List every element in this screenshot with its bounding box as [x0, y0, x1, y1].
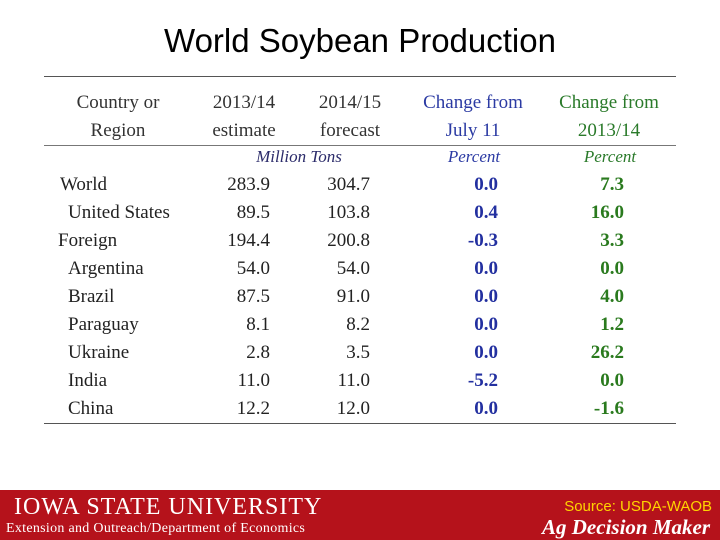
unit-percent-prev: Percent [583, 147, 637, 166]
header-country: Country or Region [58, 89, 178, 145]
forecast-value: 54.0 [336, 258, 370, 279]
table-row: Paraguay 8.1 8.2 0.0 1.2 [44, 311, 676, 339]
change-prev-value: 0.0 [600, 258, 624, 279]
change-prev-value: -1.6 [593, 398, 624, 419]
header-change-july-line2: July 11 [445, 120, 501, 141]
country-name: Brazil [68, 286, 115, 307]
country-name: Argentina [68, 258, 144, 279]
header-change-prev: Change from 2013/14 [544, 89, 674, 145]
forecast-value: 8.2 [346, 314, 370, 335]
header-change-prev-line2: 2013/14 [577, 120, 641, 141]
country-name: India [68, 370, 108, 391]
estimate-value: 2.8 [246, 342, 270, 363]
header-estimate-line2: estimate [212, 120, 276, 141]
header-estimate: 2013/14 estimate [194, 89, 294, 145]
estimate-value: 8.1 [246, 314, 270, 335]
change-july-value: 0.0 [474, 342, 498, 363]
change-july-value: -5.2 [467, 370, 498, 391]
estimate-value: 194.4 [227, 230, 270, 251]
change-july-value: 0.4 [474, 202, 498, 223]
estimate-value: 89.5 [236, 202, 270, 223]
change-july-value: 0.0 [474, 174, 498, 195]
change-july-value: 0.0 [474, 286, 498, 307]
change-prev-value: 4.0 [600, 286, 624, 307]
country-name: Foreign [58, 230, 118, 251]
forecast-value: 103.8 [327, 202, 370, 223]
change-july-value: 0.0 [474, 398, 498, 419]
estimate-value: 12.2 [236, 398, 270, 419]
header-change-july-line1: Change from [423, 92, 523, 113]
change-prev-value: 16.0 [590, 202, 624, 223]
university-logo-text: IOWA STATE UNIVERSITY [14, 494, 323, 520]
country-name: Ukraine [68, 342, 130, 363]
forecast-value: 11.0 [337, 370, 370, 391]
forecast-value: 304.7 [327, 174, 370, 195]
estimate-value: 283.9 [227, 174, 270, 195]
change-july-value: -0.3 [467, 230, 498, 251]
forecast-value: 200.8 [327, 230, 370, 251]
country-name: Paraguay [68, 314, 139, 335]
forecast-value: 3.5 [346, 342, 370, 363]
change-prev-value: 0.0 [600, 370, 624, 391]
header-forecast-line2: forecast [319, 120, 381, 141]
unit-million-tons: Million Tons [256, 147, 342, 166]
estimate-value: 54.0 [236, 258, 270, 279]
header-change-prev-line1: Change from [559, 92, 659, 113]
country-name: China [68, 398, 114, 419]
change-prev-value: 1.2 [600, 314, 624, 335]
header-change-july: Change from July 11 [408, 89, 538, 145]
header-forecast-line1: 2014/15 [318, 92, 382, 113]
header-forecast: 2014/15 forecast [300, 89, 400, 145]
table-row: Ukraine 2.8 3.5 0.0 26.2 [44, 339, 676, 367]
footer-banner: IOWA STATE UNIVERSITY Extension and Outr… [0, 490, 720, 540]
change-july-value: 0.0 [474, 258, 498, 279]
header-country-line1: Country or [76, 92, 160, 113]
header-estimate-line1: 2013/14 [212, 92, 276, 113]
table-row: World 283.9 304.7 0.0 7.3 [44, 171, 676, 199]
production-table: Country or Region 2013/14 estimate 2014/… [44, 76, 676, 424]
table-row: United States 89.5 103.8 0.4 16.0 [44, 199, 676, 227]
department-text: Extension and Outreach/Department of Eco… [6, 521, 306, 536]
table-row: Brazil 87.5 91.0 0.0 4.0 [44, 283, 676, 311]
estimate-value: 87.5 [236, 286, 270, 307]
country-name: World [60, 174, 108, 195]
table-row: India 11.0 11.0 -5.2 0.0 [44, 367, 676, 395]
header-country-line2: Region [90, 120, 146, 141]
header-divider [44, 145, 676, 146]
change-prev-value: 7.3 [600, 174, 624, 195]
change-prev-value: 3.3 [600, 230, 624, 251]
table-row: China 12.2 12.0 0.0 -1.6 [44, 395, 676, 423]
unit-percent-july: Percent [447, 147, 501, 166]
table-row: Foreign 194.4 200.8 -0.3 3.3 [44, 227, 676, 255]
source-note: Source: USDA-WAOB [564, 498, 712, 515]
forecast-value: 12.0 [336, 398, 370, 419]
estimate-value: 11.0 [237, 370, 270, 391]
country-name: United States [68, 202, 170, 223]
change-prev-value: 26.2 [590, 342, 624, 363]
brand-name: Ag Decision Maker [542, 515, 710, 539]
slide-title: World Soybean Production [164, 22, 556, 59]
forecast-value: 91.0 [336, 286, 370, 307]
change-july-value: 0.0 [474, 314, 498, 335]
table-row: Argentina 54.0 54.0 0.0 0.0 [44, 255, 676, 283]
